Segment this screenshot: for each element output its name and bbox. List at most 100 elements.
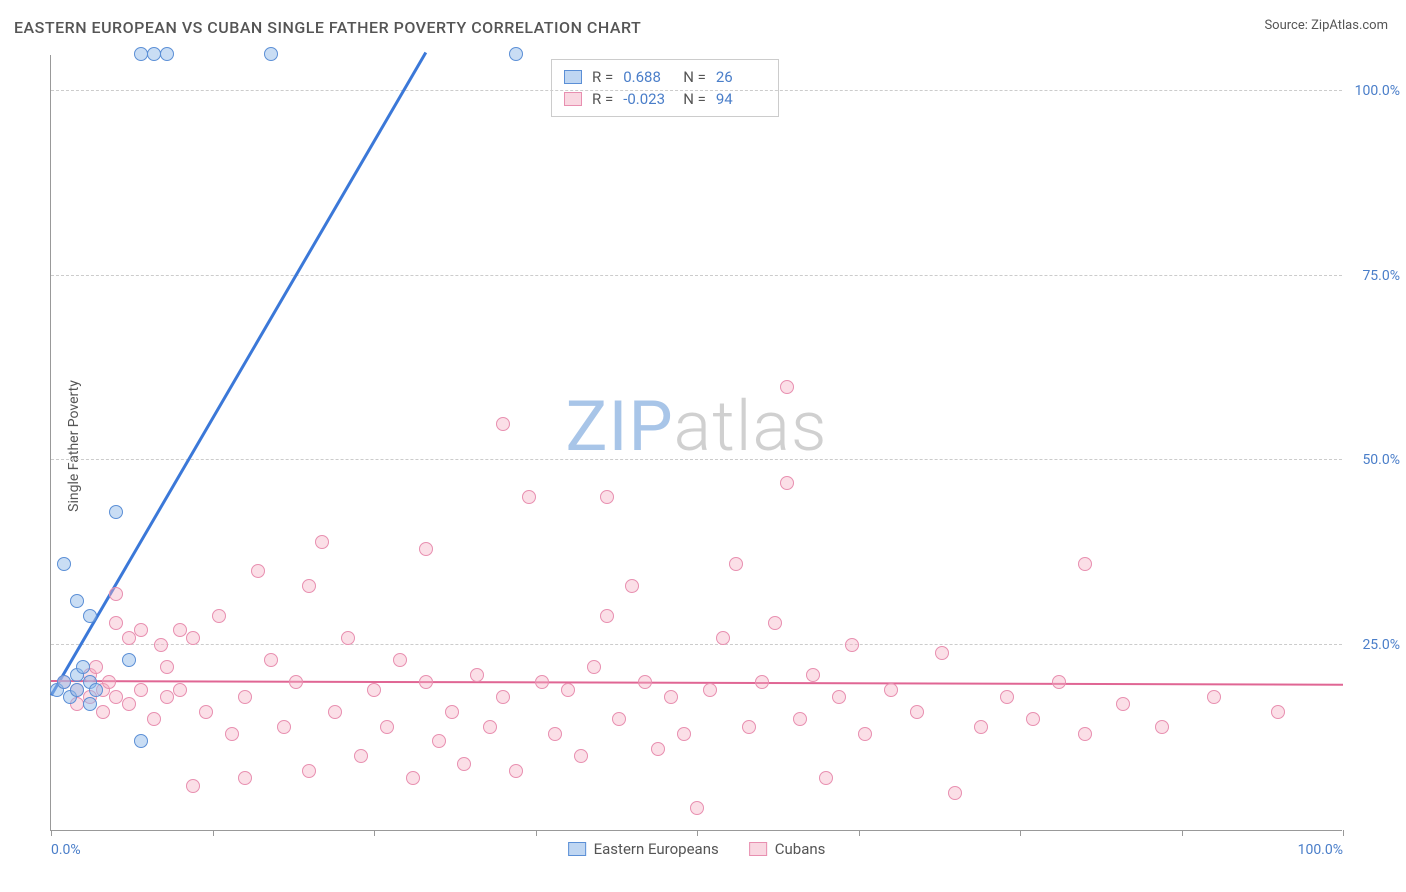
data-point bbox=[716, 631, 730, 645]
data-point bbox=[328, 705, 342, 719]
data-point bbox=[238, 690, 252, 704]
series-legend: Eastern Europeans Cubans bbox=[568, 840, 826, 858]
x-tick-label: 0.0% bbox=[51, 842, 81, 858]
data-point bbox=[354, 749, 368, 763]
data-point bbox=[1207, 690, 1221, 704]
x-tick bbox=[213, 830, 214, 836]
y-tick-label: 75.0% bbox=[1362, 268, 1400, 284]
data-point bbox=[755, 675, 769, 689]
gridline bbox=[51, 459, 1342, 460]
correlation-legend: R = 0.688 N = 26 R = -0.023 N = 94 bbox=[551, 59, 779, 117]
data-point bbox=[935, 646, 949, 660]
data-point bbox=[858, 727, 872, 741]
data-point bbox=[147, 47, 161, 61]
swatch-pink-icon bbox=[564, 92, 582, 106]
data-point bbox=[690, 801, 704, 815]
y-tick-label: 25.0% bbox=[1362, 637, 1400, 653]
data-point bbox=[134, 47, 148, 61]
data-point bbox=[910, 705, 924, 719]
data-point bbox=[96, 705, 110, 719]
data-point bbox=[1078, 557, 1092, 571]
gridline bbox=[51, 644, 1342, 645]
data-point bbox=[419, 542, 433, 556]
data-point bbox=[768, 616, 782, 630]
data-point bbox=[251, 564, 265, 578]
trendline-blue bbox=[50, 52, 427, 696]
data-point bbox=[780, 476, 794, 490]
data-point bbox=[83, 609, 97, 623]
data-point bbox=[89, 683, 103, 697]
data-point bbox=[832, 690, 846, 704]
data-point bbox=[102, 675, 116, 689]
data-point bbox=[677, 727, 691, 741]
data-point bbox=[380, 720, 394, 734]
r-label: R = bbox=[592, 66, 613, 88]
r-value-pink: -0.023 bbox=[623, 88, 673, 110]
data-point bbox=[122, 653, 136, 667]
legend-label-blue: Eastern Europeans bbox=[594, 840, 719, 858]
data-point bbox=[76, 660, 90, 674]
data-point bbox=[638, 675, 652, 689]
gridline bbox=[51, 90, 1342, 91]
data-point bbox=[109, 587, 123, 601]
data-point bbox=[57, 675, 71, 689]
data-point bbox=[154, 638, 168, 652]
legend-row-pink: R = -0.023 N = 94 bbox=[564, 88, 766, 110]
data-point bbox=[535, 675, 549, 689]
x-tick bbox=[859, 830, 860, 836]
data-point bbox=[884, 683, 898, 697]
x-tick bbox=[51, 830, 52, 836]
data-point bbox=[212, 609, 226, 623]
x-tick bbox=[536, 830, 537, 836]
data-point bbox=[186, 779, 200, 793]
x-tick bbox=[1020, 830, 1021, 836]
data-point bbox=[109, 505, 123, 519]
data-point bbox=[122, 697, 136, 711]
data-point bbox=[109, 690, 123, 704]
x-tick bbox=[374, 830, 375, 836]
data-point bbox=[315, 535, 329, 549]
data-point bbox=[651, 742, 665, 756]
data-point bbox=[548, 727, 562, 741]
data-point bbox=[147, 712, 161, 726]
data-point bbox=[302, 579, 316, 593]
data-point bbox=[393, 653, 407, 667]
chart-title: EASTERN EUROPEAN VS CUBAN SINGLE FATHER … bbox=[14, 18, 641, 37]
data-point bbox=[432, 734, 446, 748]
data-point bbox=[419, 675, 433, 689]
data-point bbox=[160, 47, 174, 61]
watermark-zip: ZIP bbox=[566, 386, 674, 468]
data-point bbox=[238, 771, 252, 785]
data-point bbox=[1052, 675, 1066, 689]
data-point bbox=[509, 47, 523, 61]
data-point bbox=[406, 771, 420, 785]
source-attribution: Source: ZipAtlas.com bbox=[1264, 18, 1388, 33]
source-label: Source: bbox=[1264, 18, 1307, 33]
data-point bbox=[134, 683, 148, 697]
data-point bbox=[199, 705, 213, 719]
data-point bbox=[483, 720, 497, 734]
data-point bbox=[845, 638, 859, 652]
data-point bbox=[186, 631, 200, 645]
x-tick bbox=[697, 830, 698, 836]
n-label: N = bbox=[683, 66, 706, 88]
data-point bbox=[470, 668, 484, 682]
y-tick-label: 50.0% bbox=[1362, 452, 1400, 468]
n-value-pink: 94 bbox=[716, 88, 766, 110]
data-point bbox=[445, 705, 459, 719]
data-point bbox=[612, 712, 626, 726]
legend-label-pink: Cubans bbox=[775, 840, 826, 858]
data-point bbox=[173, 683, 187, 697]
data-point bbox=[160, 690, 174, 704]
data-point bbox=[70, 594, 84, 608]
data-point bbox=[664, 690, 678, 704]
data-point bbox=[70, 683, 84, 697]
data-point bbox=[561, 683, 575, 697]
legend-row-blue: R = 0.688 N = 26 bbox=[564, 66, 766, 88]
r-value-blue: 0.688 bbox=[623, 66, 673, 88]
data-point bbox=[600, 609, 614, 623]
trendline-pink bbox=[51, 680, 1343, 686]
data-point bbox=[509, 764, 523, 778]
data-point bbox=[496, 690, 510, 704]
data-point bbox=[1078, 727, 1092, 741]
